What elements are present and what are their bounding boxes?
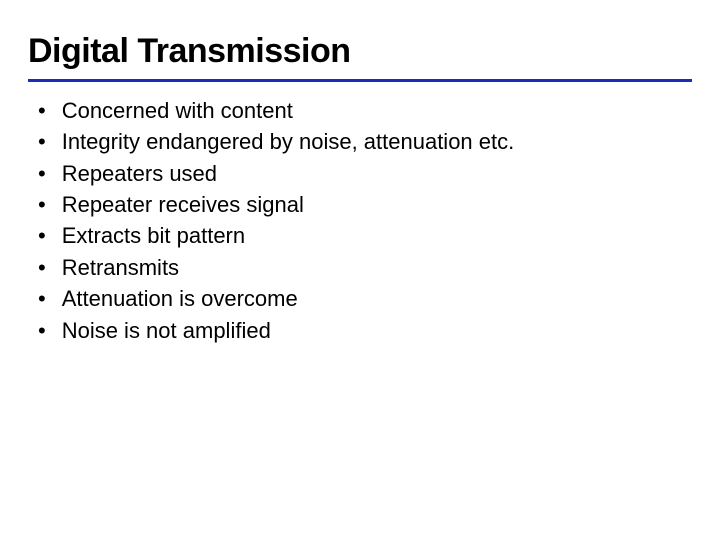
list-item: • Noise is not amplified bbox=[32, 316, 692, 346]
list-item: • Repeater receives signal bbox=[32, 190, 692, 220]
list-item: • Concerned with content bbox=[32, 96, 692, 126]
bullet-text: Retransmits bbox=[62, 253, 692, 283]
bullet-icon: • bbox=[38, 253, 46, 283]
list-item: • Extracts bit pattern bbox=[32, 221, 692, 251]
list-item: • Repeaters used bbox=[32, 159, 692, 189]
bullet-icon: • bbox=[38, 96, 46, 126]
bullet-text: Noise is not amplified bbox=[62, 316, 692, 346]
bullet-icon: • bbox=[38, 190, 46, 220]
bullet-text: Extracts bit pattern bbox=[62, 221, 692, 251]
title-underline bbox=[28, 79, 692, 82]
bullet-text: Integrity endangered by noise, attenuati… bbox=[62, 127, 692, 157]
list-item: • Integrity endangered by noise, attenua… bbox=[32, 127, 692, 157]
bullet-icon: • bbox=[38, 159, 46, 189]
bullet-icon: • bbox=[38, 316, 46, 346]
bullet-text: Repeaters used bbox=[62, 159, 692, 189]
bullet-icon: • bbox=[38, 127, 46, 157]
bullet-text: Concerned with content bbox=[62, 96, 692, 126]
list-item: • Attenuation is overcome bbox=[32, 284, 692, 314]
bullet-icon: • bbox=[38, 284, 46, 314]
bullet-list: • Concerned with content • Integrity end… bbox=[28, 96, 692, 346]
bullet-icon: • bbox=[38, 221, 46, 251]
slide-title: Digital Transmission bbox=[28, 32, 692, 71]
bullet-text: Repeater receives signal bbox=[62, 190, 692, 220]
bullet-text: Attenuation is overcome bbox=[62, 284, 692, 314]
list-item: • Retransmits bbox=[32, 253, 692, 283]
